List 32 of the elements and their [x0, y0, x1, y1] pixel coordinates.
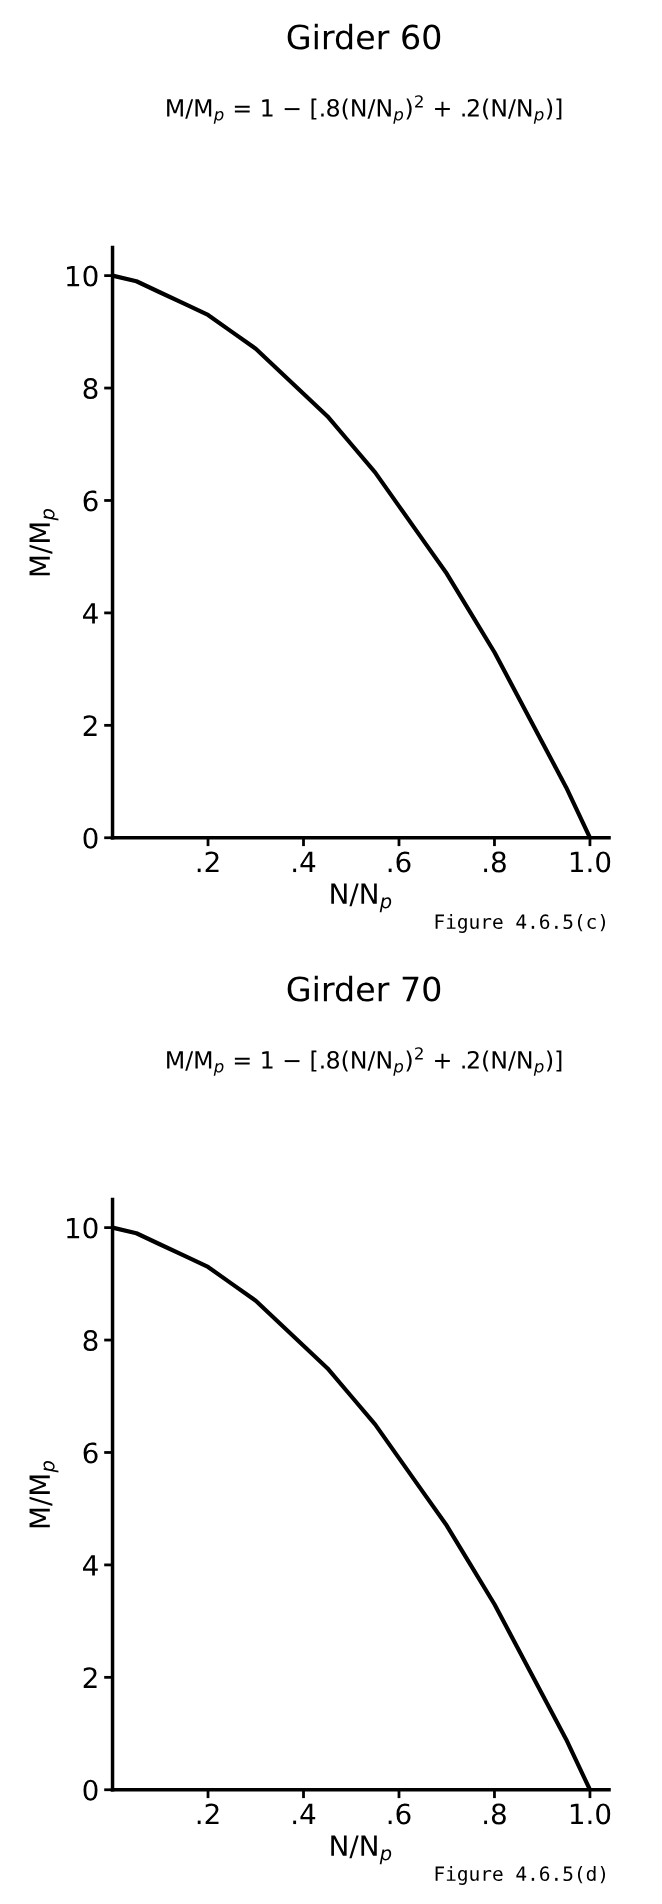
x-tick-label: .2: [197, 1803, 219, 1825]
y-tick-label: 2: [83, 1667, 97, 1688]
x-axis-title: N/N$_{p}$: [331, 1835, 392, 1865]
y-tick-label: 4: [83, 1555, 98, 1576]
caption: Figure 4.6.5(c): [435, 914, 605, 933]
x-tick-label: .6: [388, 851, 411, 873]
x-tick-label: .4: [293, 851, 316, 873]
y-tick-label: 10: [67, 1217, 98, 1239]
y-tick-label: 8: [83, 377, 98, 399]
x-tick-label: .8: [484, 1803, 506, 1825]
x-tick-label: .2: [197, 851, 219, 873]
caption: Figure 4.6.5(d): [435, 1866, 605, 1885]
chart-title: Girder 60: [287, 23, 441, 50]
y-tick-label: 8: [83, 1329, 98, 1351]
text: M/M$_{p}$ = 1 − [.8(N/N$_{p}$)$^{2}$ + .2(N/N$_{p}$)]: [167, 1047, 562, 1076]
y-tick-label: 10: [67, 265, 98, 287]
y-axis-title: M/M$_{p}$: [29, 1461, 59, 1528]
y-tick-label: 0: [83, 1779, 98, 1801]
y-tick-label: 6: [83, 490, 98, 512]
x-tick-label: .8: [484, 851, 506, 873]
y-tick-label: 0: [83, 827, 98, 849]
x-tick-label: .4: [293, 1803, 316, 1825]
y-tick-label: 6: [83, 1442, 98, 1464]
y-axis-title: M/M$_{p}$: [29, 509, 59, 576]
y-tick-label: 2: [83, 715, 97, 736]
x-axis-title: N/N$_{p}$: [331, 883, 392, 913]
chart-title: Girder 70: [287, 975, 441, 1002]
y-tick-label: 4: [83, 603, 98, 624]
x-tick-label: 1.0: [570, 851, 611, 873]
text: M/M$_{p}$ = 1 − [.8(N/N$_{p}$)$^{2}$ + .2(N/N$_{p}$)]: [167, 95, 562, 124]
x-tick-label: 1.0: [570, 1803, 611, 1825]
x-tick-label: .6: [388, 1803, 411, 1825]
